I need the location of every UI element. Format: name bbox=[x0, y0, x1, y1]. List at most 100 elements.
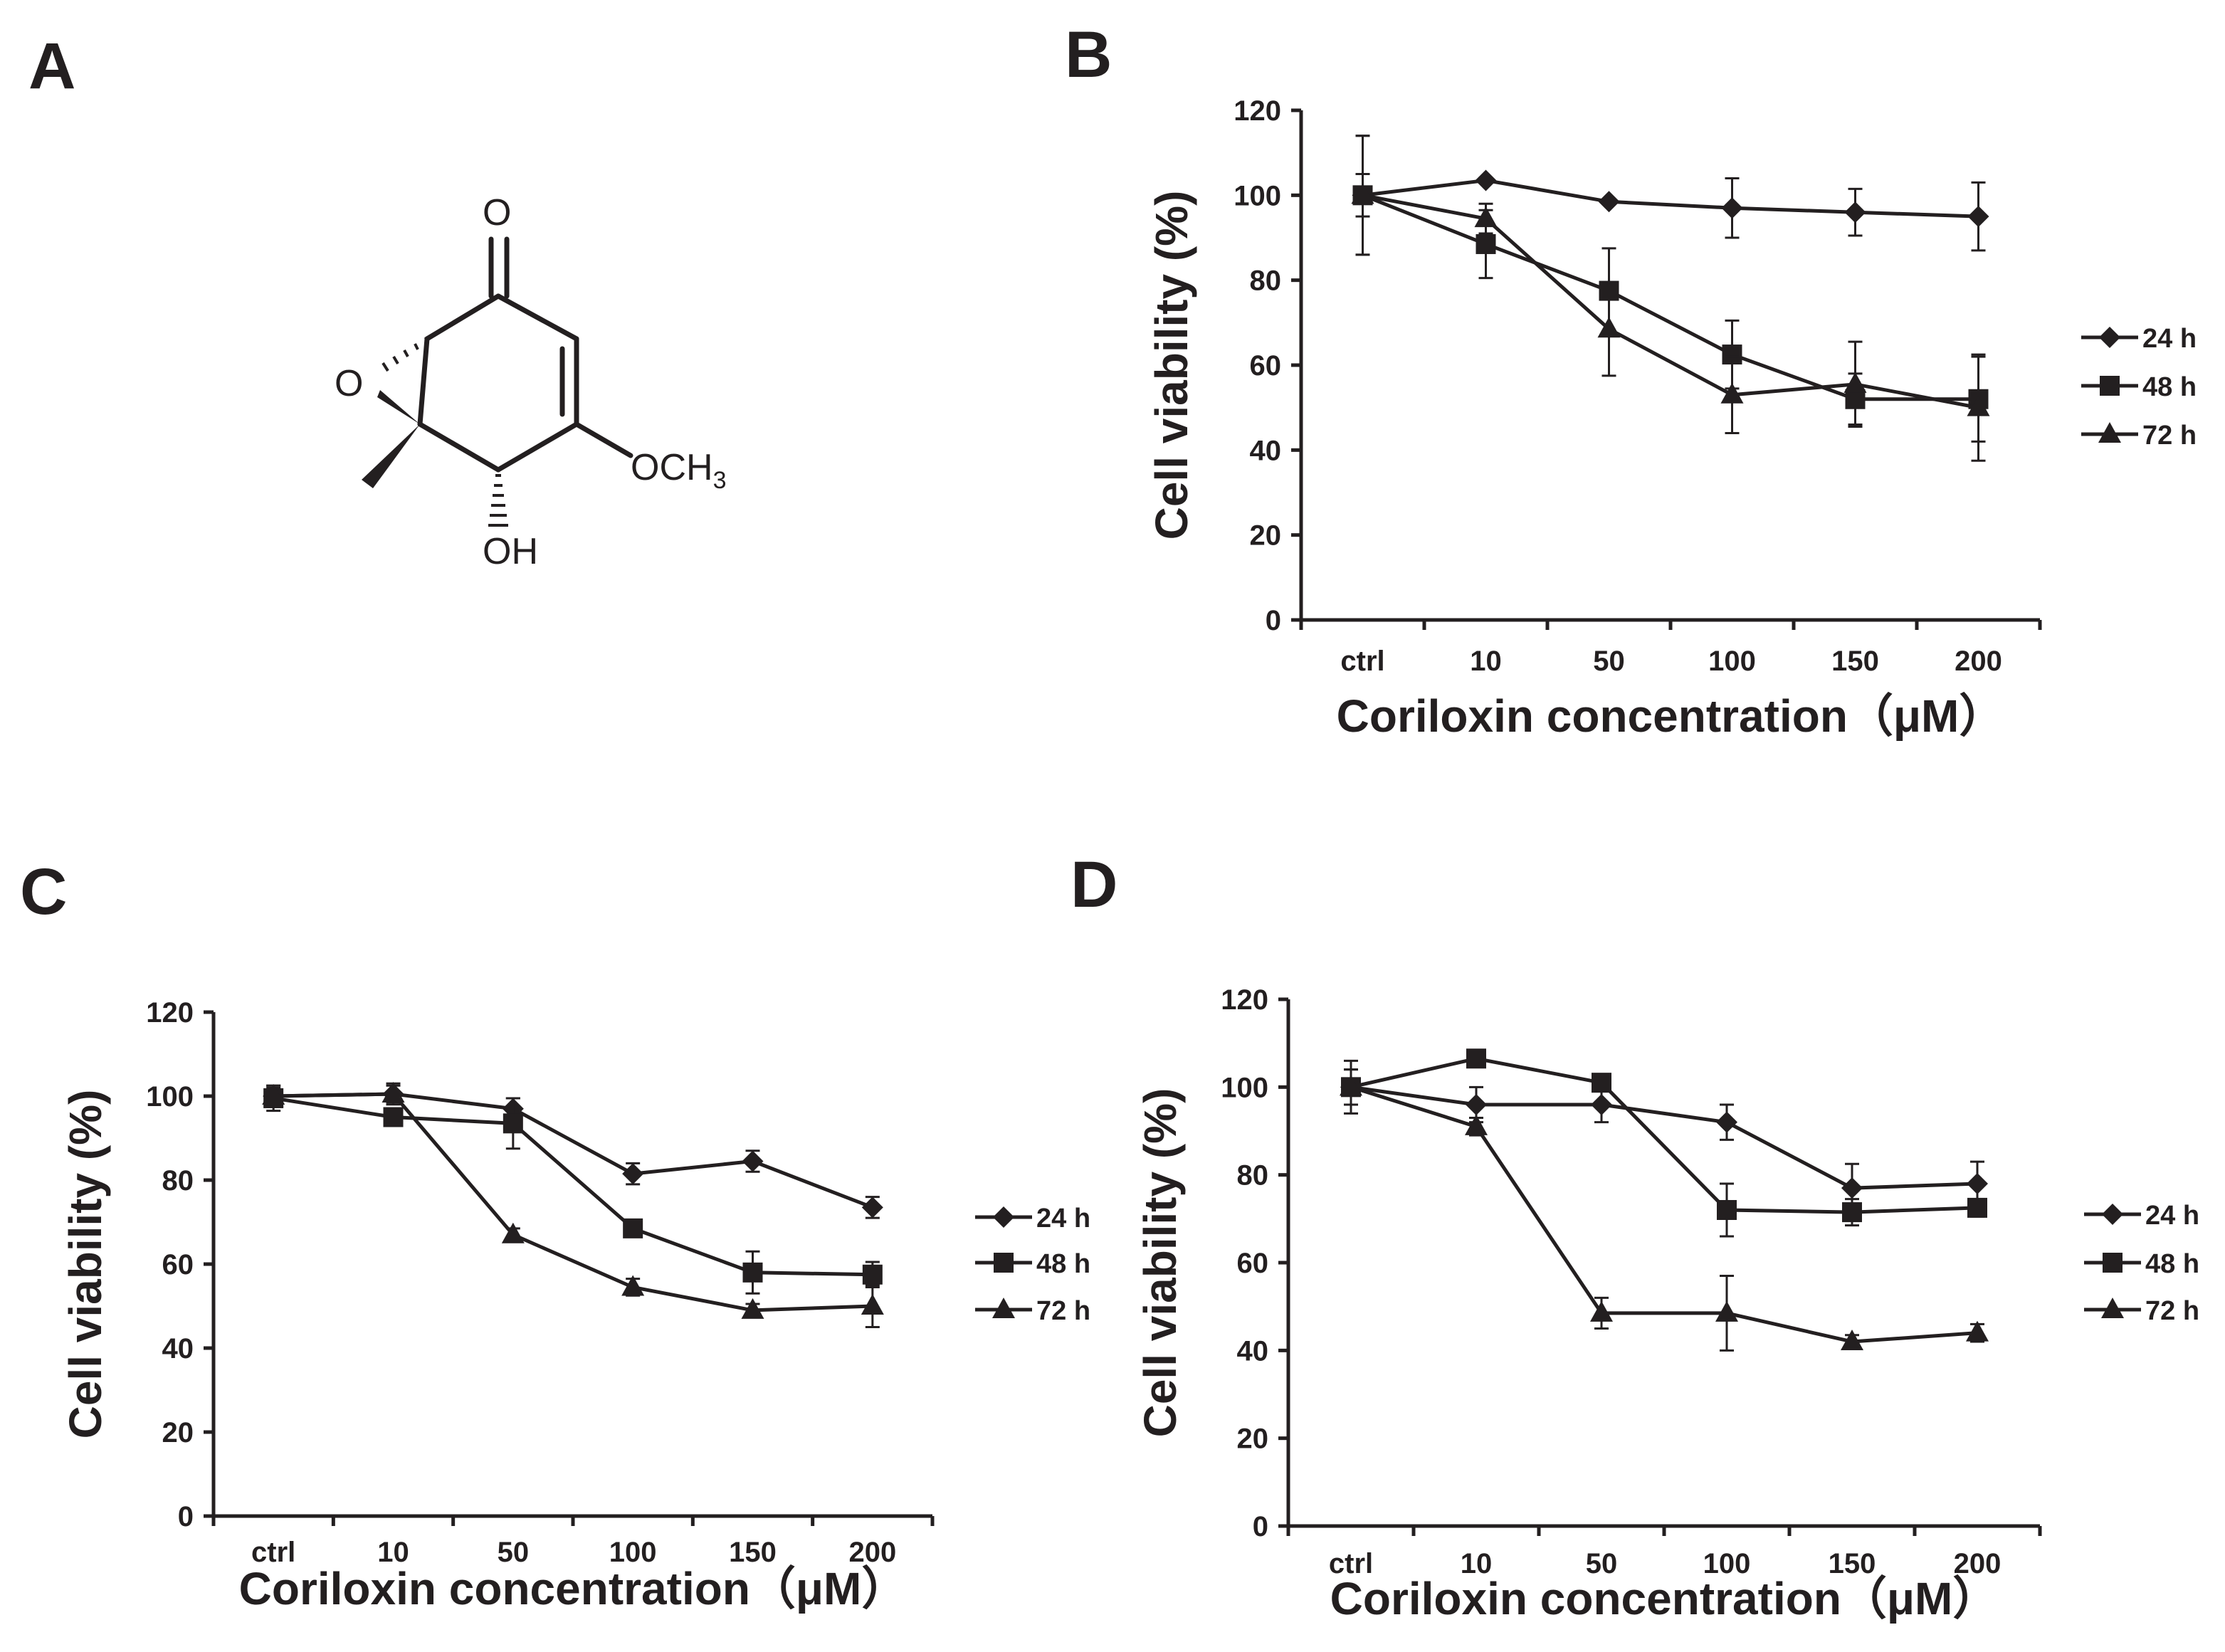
chart-b-series-line bbox=[1362, 194, 1979, 401]
chart-c-data-point bbox=[503, 1113, 523, 1134]
chart-c-x-tick-label: 10 bbox=[377, 1537, 409, 1568]
panel-label-b: B bbox=[1065, 19, 1112, 91]
chart-d-data-point bbox=[1966, 1320, 1989, 1342]
chart-b-x-axis-title: Coriloxin concentration（μM） bbox=[1337, 690, 2005, 742]
hydroxyl-hash-bond bbox=[488, 474, 508, 527]
chart-b: 0 20 40 60 80 100 120 ctrl 10 50 100 150 200 Coriloxi… bbox=[1146, 95, 2197, 742]
chart-b-series-line bbox=[1362, 178, 1979, 219]
atom-methoxy: OCH3 bbox=[631, 447, 726, 494]
chart-d-legend-label: 48 h bbox=[2145, 1249, 2199, 1279]
chart-d-data-point bbox=[1717, 1200, 1737, 1220]
chart-b-x-tick-label: 200 bbox=[1955, 646, 2002, 677]
chart-b-series-triangle bbox=[1351, 135, 1990, 462]
chart-b-data-point bbox=[1597, 317, 1621, 338]
chart-c-legend-item: 48 h bbox=[975, 1249, 1090, 1279]
methyl-wedge-bond bbox=[362, 424, 420, 488]
chart-b-data-point bbox=[1351, 183, 1374, 204]
chart-c-legend-marker bbox=[993, 1206, 1014, 1228]
chart-c-data-point bbox=[621, 1275, 645, 1296]
chart-b-y-tick-label: 0 bbox=[1266, 605, 1281, 636]
chart-b-data-point bbox=[1476, 233, 1496, 254]
chart-b-data-point bbox=[1843, 372, 1867, 393]
chart-c-legend-marker bbox=[992, 1298, 1015, 1318]
chart-d-legend-marker bbox=[2103, 1253, 2123, 1273]
chart-d-y-tick-label: 80 bbox=[1237, 1160, 1269, 1191]
chart-d-data-point bbox=[1967, 1197, 1987, 1218]
panel-label-a: A bbox=[28, 30, 75, 102]
chart-b-x-tick-label: 10 bbox=[1470, 646, 1502, 677]
chart-b-data-point bbox=[1474, 206, 1498, 228]
chart-d-series-square bbox=[1341, 1048, 1987, 1238]
bond-c3-ome bbox=[574, 421, 633, 458]
panel-label-c: C bbox=[20, 856, 67, 928]
chart-c-data-point bbox=[383, 1107, 404, 1127]
chart-d-x-tick-label: 150 bbox=[1829, 1548, 1876, 1579]
chart-b-y-tick-label: 40 bbox=[1250, 435, 1282, 466]
chart-d-y-tick-label: 100 bbox=[1221, 1072, 1268, 1103]
atom-carbonyl-o: O bbox=[483, 192, 511, 233]
chart-d-x-tick-label: 10 bbox=[1461, 1548, 1493, 1579]
bond-c4-c5 bbox=[417, 421, 501, 473]
chart-d-series-line bbox=[1350, 1056, 1978, 1214]
chart-c-data-point bbox=[742, 1150, 764, 1172]
chart-c-legend-label: 24 h bbox=[1036, 1204, 1090, 1233]
chart-b-y-tick-label: 80 bbox=[1250, 265, 1282, 297]
chart-d-y-tick-label: 120 bbox=[1221, 984, 1268, 1016]
epoxide-hash-bond bbox=[382, 337, 428, 372]
chart-d-y-tick-label: 40 bbox=[1237, 1335, 1269, 1367]
chart-b-data-point bbox=[1721, 197, 1743, 219]
chart-d-legend-label: 24 h bbox=[2145, 1201, 2199, 1231]
chart-b-y-tick-label: 100 bbox=[1234, 180, 1281, 211]
chart-c-series-line bbox=[273, 1096, 873, 1277]
bond-c5-c6 bbox=[417, 336, 430, 427]
chart-d-data-point bbox=[1466, 1048, 1486, 1069]
chart-b-data-point bbox=[1720, 382, 1744, 404]
chart-c-data-point bbox=[742, 1262, 763, 1283]
chart-c-legend-label: 48 h bbox=[1036, 1249, 1090, 1279]
chart-d-series-line bbox=[1350, 1085, 1978, 1344]
chart-c-x-tick-label: ctrl bbox=[251, 1537, 295, 1568]
chart-c-y-tick-label: 0 bbox=[178, 1501, 194, 1532]
chart-d-data-point bbox=[1590, 1300, 1613, 1322]
atom-hydroxyl: OH bbox=[483, 531, 538, 572]
chart-d-legend-item: 72 h bbox=[2084, 1296, 2199, 1326]
chart-d-x-tick-label: 100 bbox=[1703, 1548, 1751, 1579]
chart-d-y-tick-label: 60 bbox=[1237, 1248, 1269, 1279]
chart-d-x-tick-label: 50 bbox=[1586, 1548, 1618, 1579]
chart-b-legend-item: 48 h bbox=[2081, 372, 2197, 402]
bond-c3-c4 bbox=[495, 421, 579, 473]
chart-c-y-axis-title: Cell viability (%) bbox=[60, 1090, 111, 1439]
chart-d-series-line bbox=[1350, 1085, 1978, 1190]
chart-d-data-point bbox=[1716, 1111, 1737, 1133]
chart-b-x-tick-label: 50 bbox=[1593, 646, 1625, 677]
chart-c-y-tick-label: 120 bbox=[146, 997, 194, 1028]
chart-d-data-point bbox=[1841, 1330, 1863, 1350]
chart-b-data-point bbox=[1967, 206, 1989, 228]
chart-d-x-tick-label: 200 bbox=[1954, 1548, 2002, 1579]
chart-d-legend-item: 48 h bbox=[2084, 1249, 2199, 1279]
chart-c-y-tick-label: 100 bbox=[146, 1081, 194, 1112]
panel-label-d: D bbox=[1071, 848, 1117, 921]
atom-epoxide-o: O bbox=[335, 363, 363, 404]
methoxy-text: OCH bbox=[631, 447, 713, 488]
epoxide-wedge-bond bbox=[377, 390, 420, 424]
chart-b-y-axis-title: Cell viability (%) bbox=[1146, 191, 1197, 540]
chart-c-data-point bbox=[622, 1163, 644, 1185]
chart-d-data-point bbox=[1340, 1075, 1362, 1096]
chart-b-x-tick-label: 100 bbox=[1708, 646, 1756, 677]
chart-d-data-point bbox=[1842, 1202, 1862, 1223]
chart-d-x-tick-label: ctrl bbox=[1329, 1548, 1373, 1579]
chart-b-data-point bbox=[1967, 395, 1990, 416]
chart-c-y-tick-label: 20 bbox=[162, 1417, 194, 1448]
chart-c-data-point bbox=[862, 1264, 883, 1285]
chart-b-legend-marker bbox=[2100, 376, 2120, 396]
chart-d-y-axis-title: Cell viability (%) bbox=[1135, 1088, 1186, 1438]
chart-d-legend-label: 72 h bbox=[2145, 1296, 2199, 1326]
chart-d-data-point bbox=[1967, 1173, 1988, 1194]
chart-c-data-point bbox=[623, 1218, 643, 1238]
chart-c-x-tick-label: 200 bbox=[848, 1537, 896, 1568]
chart-b-y-tick-label: 60 bbox=[1250, 350, 1282, 382]
chart-d-data-point bbox=[1841, 1177, 1863, 1199]
chart-c: 0 20 40 60 80 100 120 ctrl 10 50 100 150 200Coriloxi… bbox=[60, 997, 1090, 1614]
chart-c-y-tick-label: 80 bbox=[162, 1165, 194, 1196]
